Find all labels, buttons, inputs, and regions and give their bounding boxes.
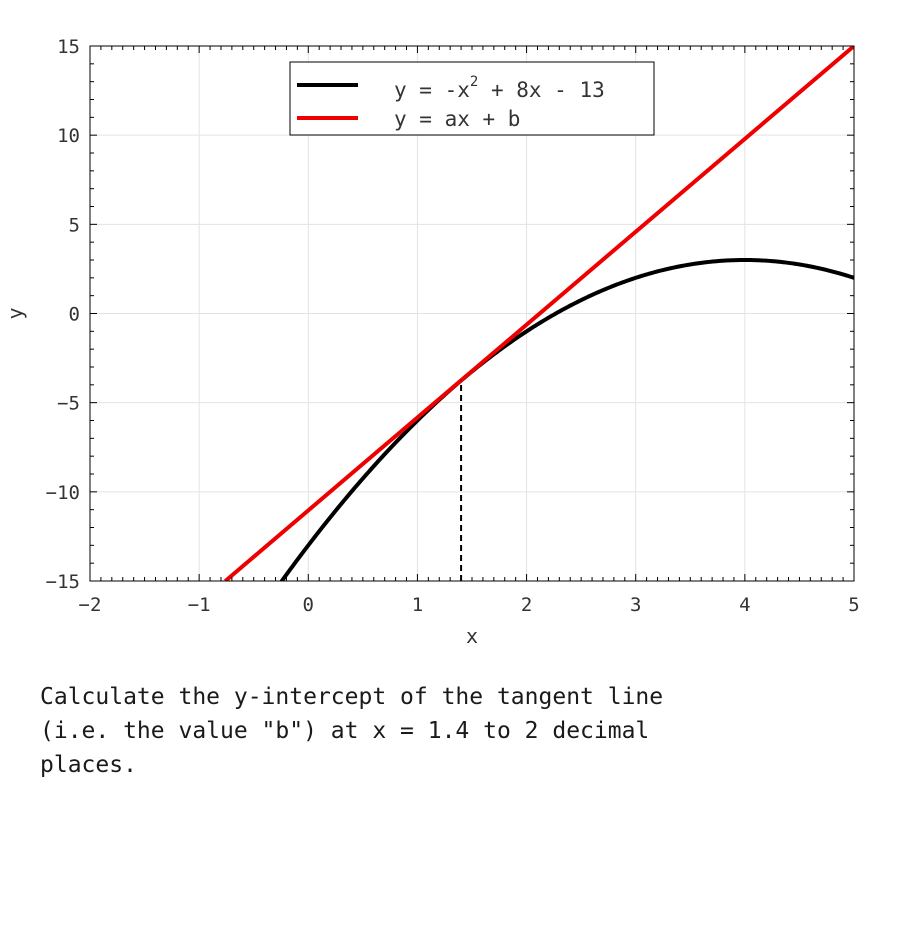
legend: y = -x2 + 8x - 13 y = ax + b (289, 61, 655, 136)
x-tick-label: 5 (848, 594, 859, 616)
question-text: Calculate the y-intercept of the tangent… (40, 684, 664, 778)
legend-box (289, 61, 655, 136)
y-axis-title: y (3, 307, 27, 319)
legend-label-parabola-part1: y = -x (394, 78, 470, 102)
y-tick-label: 15 (57, 36, 80, 58)
x-tick-label: 4 (739, 594, 750, 616)
legend-label-tangent: y = ax + b (394, 107, 520, 131)
x-tick-label: 3 (630, 594, 641, 616)
y-tick-label: −5 (57, 393, 80, 415)
x-tick-label: 1 (412, 594, 423, 616)
legend-label-parabola-superscript: 2 (470, 74, 478, 90)
y-tick-label: 0 (69, 304, 80, 326)
y-tick-label: 10 (57, 125, 80, 147)
legend-label-parabola: y = -x2 + 8x - 13 (394, 74, 605, 102)
x-tick-label: −1 (188, 594, 211, 616)
tangent-line (224, 46, 854, 581)
y-tick-label: −10 (46, 482, 80, 504)
y-tick-label: 5 (69, 214, 80, 236)
ticks (89, 45, 855, 582)
series-layer (224, 46, 854, 581)
x-tick-label: 0 (303, 594, 314, 616)
x-tick-label: 2 (521, 594, 532, 616)
x-axis-title: x (466, 624, 478, 648)
legend-label-tangent-text: y = ax + b (394, 107, 520, 131)
legend-label-parabola-part2: + 8x - 13 (478, 78, 604, 102)
x-tick-label: −2 (79, 594, 102, 616)
y-tick-label: −15 (46, 571, 80, 593)
